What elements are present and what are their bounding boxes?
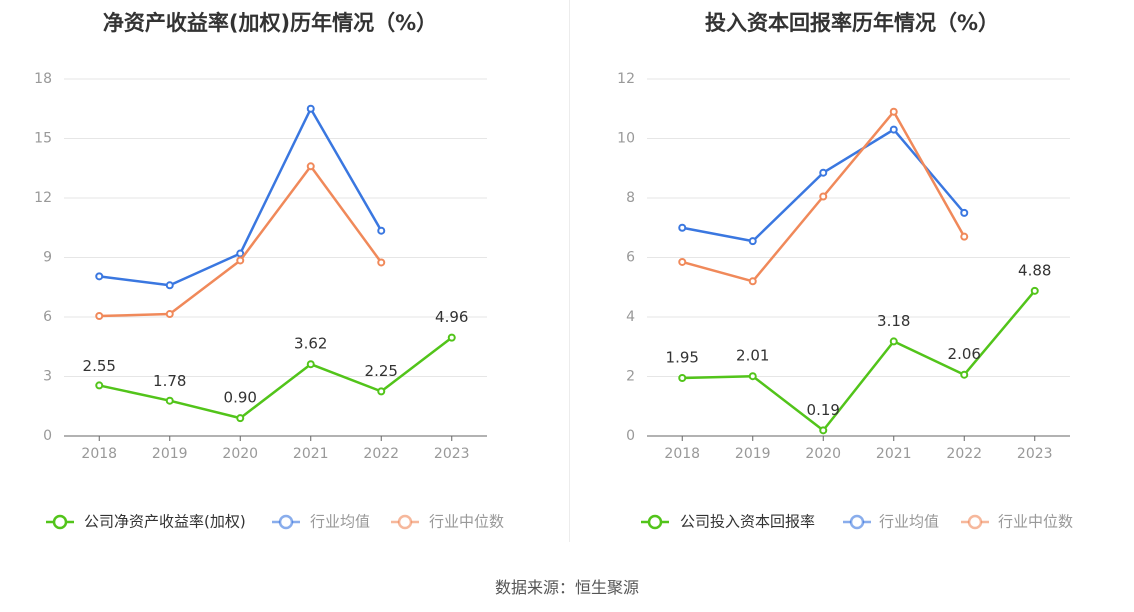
- legend-label-roe: 行业中位数: [429, 513, 504, 531]
- data-point-roic-1: [748, 237, 757, 246]
- y-tick-label-roe: 18: [34, 71, 52, 87]
- legend-label-roic: 行业均值: [879, 513, 939, 531]
- data-point-roe-2: [377, 258, 386, 267]
- y-tick-label-roe: 12: [34, 190, 52, 206]
- series-line-roic-1: [682, 128, 966, 243]
- x-tick-label-roic: 2021: [876, 446, 912, 462]
- legend-label-roic: 公司投入资本回报率: [680, 513, 815, 531]
- data-label-roic: 1.95: [666, 348, 699, 366]
- x-tick-label-roic: 2023: [1017, 446, 1053, 462]
- data-point-roic-0: [748, 372, 757, 381]
- y-tick-label-roic: 6: [626, 250, 635, 266]
- series-line-roe-2: [99, 165, 383, 318]
- legend-marker-roic: [967, 514, 983, 530]
- data-point-roic-1: [819, 168, 828, 177]
- data-point-roe-0: [95, 381, 104, 390]
- data-point-roic-0: [1030, 286, 1039, 295]
- series-line-roe-0: [98, 336, 453, 420]
- legend-marker-roic: [849, 514, 865, 530]
- x-tick-label-roe: 2018: [81, 446, 117, 462]
- x-tick-label-roic: 2020: [805, 446, 841, 462]
- y-tick-label-roic: 2: [626, 369, 635, 385]
- series-line-roic-0: [682, 290, 1036, 432]
- legend-label-roe: 行业均值: [310, 513, 370, 531]
- data-label-roe: 0.90: [224, 389, 257, 407]
- x-tick-label-roe: 2022: [363, 446, 399, 462]
- legend-marker-roe: [397, 514, 413, 530]
- data-point-roe-1: [165, 281, 174, 290]
- data-point-roe-2: [236, 256, 245, 265]
- y-tick-label-roic: 12: [617, 71, 635, 87]
- data-point-roe-0: [165, 396, 174, 405]
- data-label-roe: 4.96: [435, 308, 468, 326]
- data-point-roe-0: [306, 360, 315, 369]
- data-point-roe-0: [377, 387, 386, 396]
- y-tick-label-roic: 8: [626, 190, 635, 206]
- x-tick-label-roic: 2022: [946, 446, 982, 462]
- legend-marker-roe: [52, 514, 68, 530]
- y-tick-label-roe: 9: [43, 250, 52, 266]
- data-point-roe-1: [306, 104, 315, 113]
- data-point-roic-0: [678, 373, 687, 382]
- data-label-roic: 3.18: [877, 312, 910, 330]
- y-tick-label-roic: 10: [617, 131, 635, 147]
- data-point-roe-1: [377, 226, 386, 235]
- legend-label-roic: 行业中位数: [998, 513, 1073, 531]
- x-tick-label-roic: 2019: [735, 446, 771, 462]
- y-tick-label-roic: 4: [626, 309, 635, 325]
- data-point-roe-2: [306, 162, 315, 171]
- legend-marker-roe: [278, 514, 294, 530]
- data-label-roic: 2.06: [948, 345, 981, 363]
- data-point-roic-2: [960, 232, 969, 241]
- data-point-roic-1: [960, 208, 969, 217]
- data-label-roic: 2.01: [736, 347, 769, 365]
- chart-title-roe: 净资产收益率(加权)历年情况（%）: [103, 11, 437, 35]
- data-point-roe-2: [95, 312, 104, 321]
- data-point-roic-0: [819, 426, 828, 435]
- legend-marker-roic: [647, 514, 663, 530]
- data-label-roe: 1.78: [153, 372, 186, 390]
- x-tick-label-roe: 2019: [152, 446, 188, 462]
- data-label-roe: 2.55: [83, 357, 116, 375]
- x-tick-label-roe: 2023: [434, 446, 470, 462]
- data-point-roe-0: [447, 333, 456, 342]
- y-tick-label-roe: 15: [34, 131, 52, 147]
- data-point-roic-1: [889, 125, 898, 134]
- data-point-roic-2: [819, 192, 828, 201]
- data-point-roic-2: [748, 277, 757, 286]
- data-point-roic-2: [678, 257, 687, 266]
- data-source-note: 数据来源：恒生聚源: [494, 578, 639, 597]
- data-label-roe: 2.25: [365, 362, 398, 380]
- data-point-roic-0: [960, 370, 969, 379]
- data-label-roic: 0.19: [807, 401, 840, 419]
- data-point-roic-1: [678, 223, 687, 232]
- y-tick-label-roe: 3: [43, 369, 52, 385]
- x-tick-label-roic: 2018: [664, 446, 700, 462]
- y-tick-label-roe: 6: [43, 309, 52, 325]
- y-tick-label-roe: 0: [43, 428, 52, 444]
- y-tick-label-roic: 0: [626, 428, 635, 444]
- x-tick-label-roe: 2020: [222, 446, 258, 462]
- x-tick-label-roe: 2021: [293, 446, 329, 462]
- data-point-roe-0: [236, 414, 245, 423]
- data-label-roe: 3.62: [294, 335, 327, 353]
- data-point-roic-0: [889, 337, 898, 346]
- chart-title-roic: 投入资本回报率历年情况（%）: [705, 11, 999, 35]
- legend-label-roe: 公司净资产收益率(加权): [84, 513, 246, 531]
- panel-divider: [569, 0, 570, 542]
- data-point-roe-1: [95, 272, 104, 281]
- data-label-roic: 4.88: [1018, 261, 1051, 279]
- data-point-roic-2: [889, 107, 898, 116]
- data-point-roe-2: [165, 310, 174, 319]
